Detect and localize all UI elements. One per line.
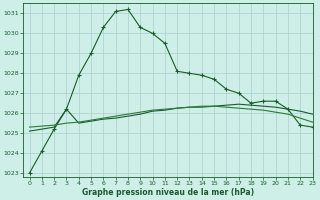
X-axis label: Graphe pression niveau de la mer (hPa): Graphe pression niveau de la mer (hPa)	[82, 188, 254, 197]
